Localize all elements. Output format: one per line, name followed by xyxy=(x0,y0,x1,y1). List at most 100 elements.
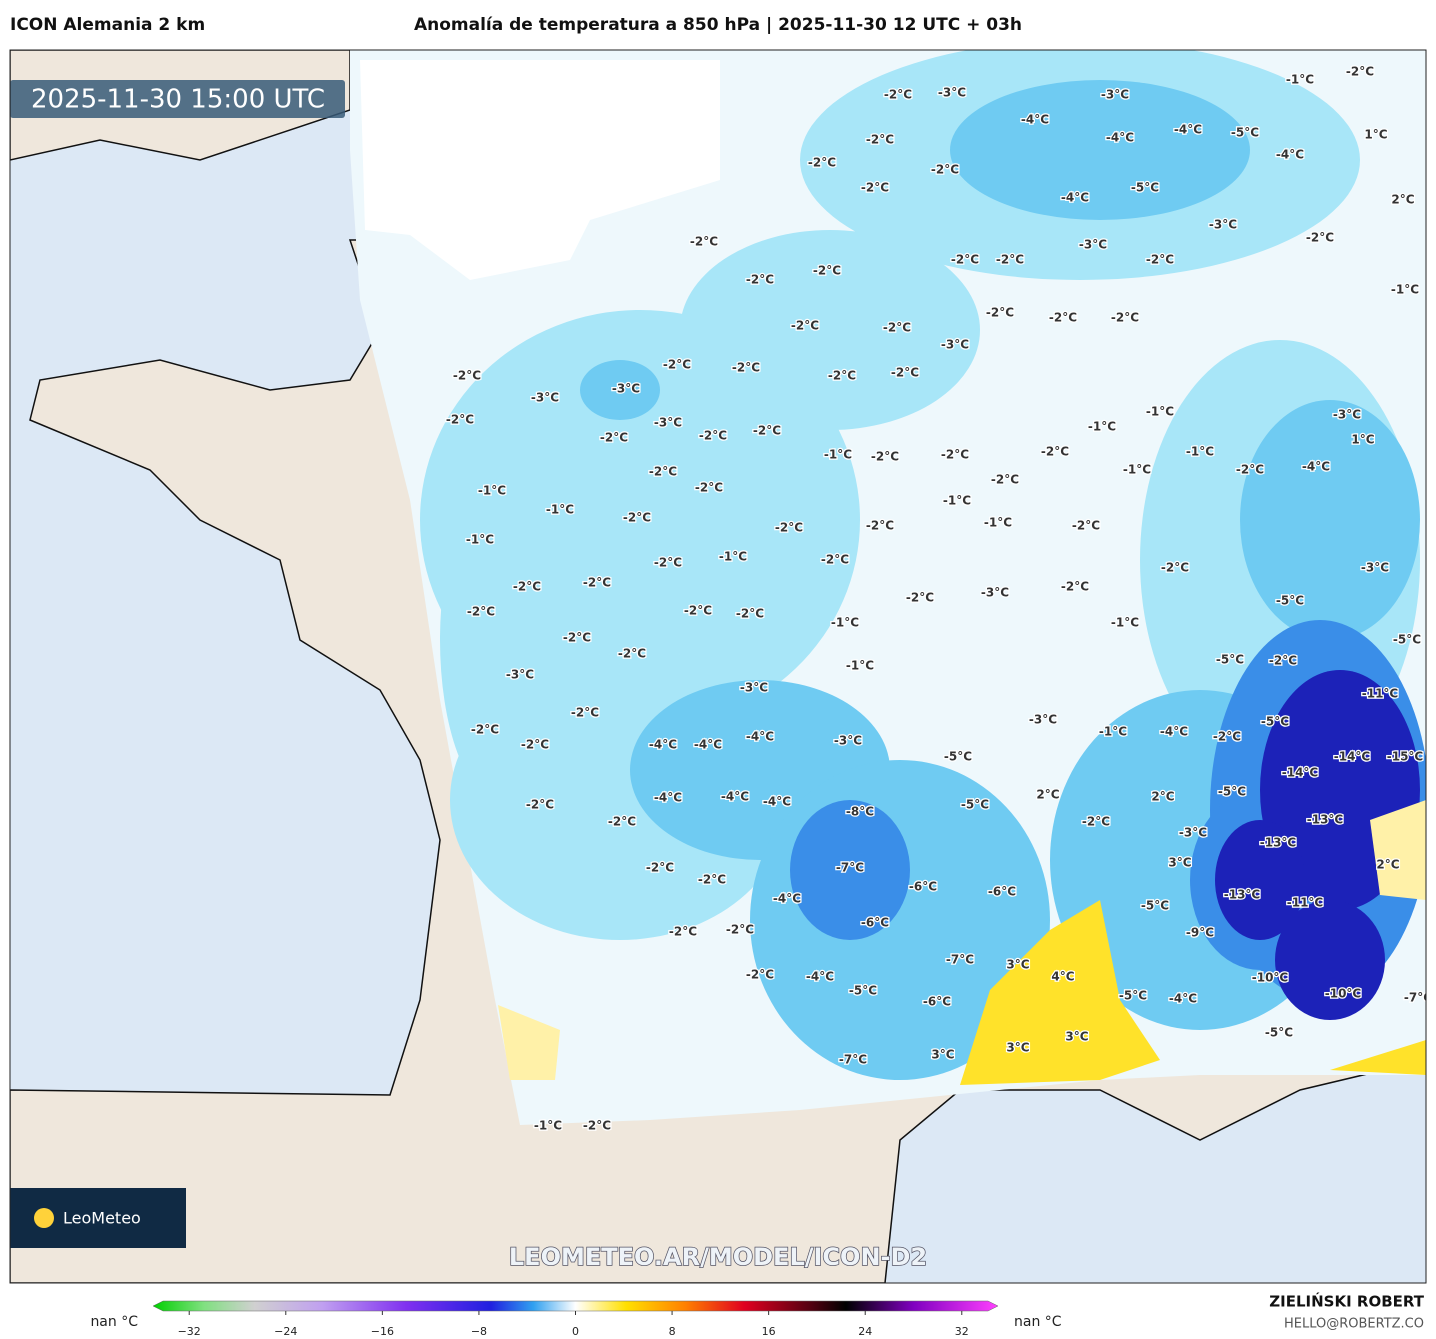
temperature-label: -1°C xyxy=(1391,283,1419,297)
temperature-label: -2°C xyxy=(986,306,1014,320)
temperature-label: -2°C xyxy=(690,235,718,249)
temperature-label: 2°C xyxy=(1391,193,1414,207)
temperature-label: 3°C xyxy=(1168,856,1191,870)
colorbar-tick-label: 16 xyxy=(762,1325,776,1338)
temperature-label: 3°C xyxy=(1065,1030,1088,1044)
temperature-label: -2°C xyxy=(1213,730,1241,744)
colorbar: −32 −24 −16 −8 0 8 16 24 32 xyxy=(152,1300,999,1338)
temperature-label: -5°C xyxy=(1276,594,1304,608)
temperature-label: -2°C xyxy=(563,631,591,645)
temperature-label: -2°C xyxy=(828,369,856,383)
temperature-label: -2°C xyxy=(684,604,712,618)
temperature-label: -4°C xyxy=(1021,113,1049,127)
timestamp-box xyxy=(10,80,345,118)
temperature-label: -2°C xyxy=(526,798,554,812)
temperature-label: -2°C xyxy=(695,481,723,495)
temperature-label: -7°C xyxy=(836,861,864,875)
timestamp: 2025-11-30 15:00 UTC xyxy=(31,85,325,115)
temperature-label: -3°C xyxy=(834,734,862,748)
temperature-label: -5°C xyxy=(1119,989,1147,1003)
temperature-label: -2°C xyxy=(1236,463,1264,477)
temperature-label: -2°C xyxy=(649,465,677,479)
temperature-label: -2°C xyxy=(991,473,1019,487)
temperature-label: -10°C xyxy=(1325,987,1362,1001)
temperature-label: -1°C xyxy=(824,448,852,462)
temperature-label: -2°C xyxy=(883,321,911,335)
temperature-label: -6°C xyxy=(861,916,889,930)
temperature-label: -2°C xyxy=(699,429,727,443)
temperature-label: -4°C xyxy=(763,795,791,809)
temperature-label: -2°C xyxy=(866,519,894,533)
temperature-label: -2°C xyxy=(1082,815,1110,829)
temperature-label: -6°C xyxy=(909,880,937,894)
anomaly-warm xyxy=(498,800,1426,1085)
temperature-label: -2°C xyxy=(736,607,764,621)
temperature-label: -3°C xyxy=(612,382,640,396)
temperature-label: -5°C xyxy=(1216,653,1244,667)
temperature-label: -11°C xyxy=(1287,896,1324,910)
temperature-label: -2°C xyxy=(698,873,726,887)
logo: LeoMeteo xyxy=(63,1209,141,1228)
temperature-label: -2°C xyxy=(861,181,889,195)
temperature-label: -13°C xyxy=(1260,836,1297,850)
temperature-label: -1°C xyxy=(984,516,1012,530)
temperature-label: 1°C xyxy=(1364,128,1387,142)
temperature-label: -3°C xyxy=(1101,88,1129,102)
temperature-label: -4°C xyxy=(806,970,834,984)
temperature-label: -3°C xyxy=(531,391,559,405)
temperature-label: -2°C xyxy=(808,156,836,170)
temperature-label: -2°C xyxy=(608,815,636,829)
temperature-label: -3°C xyxy=(941,338,969,352)
temperature-label: -1°C xyxy=(831,616,859,630)
temperature-label: -3°C xyxy=(981,586,1009,600)
temperature-label: -2°C xyxy=(583,1119,611,1133)
temperature-label: -2°C xyxy=(453,369,481,383)
temperature-label: 3°C xyxy=(931,1048,954,1062)
temperature-label: -3°C xyxy=(1333,408,1361,422)
temperature-labels: -1°C -2°C -2°C -3°C -3°C -4°C -4°C -4°C -5°C 1°C -… xyxy=(445,63,1426,1134)
colorbar-tick-label: −32 xyxy=(178,1325,201,1338)
temperature-label: -2°C xyxy=(726,923,754,937)
temperature-label: -2°C xyxy=(732,361,760,375)
temperature-label: -4°C xyxy=(694,738,722,752)
temperature-label: 4°C xyxy=(1051,970,1074,984)
watermark: LEOMETEO.AR/MODEL/ICON-D2 xyxy=(509,1243,927,1271)
temperature-label: -2°C xyxy=(446,413,474,427)
temperature-label: -6°C xyxy=(923,995,951,1009)
temperature-label: -2°C xyxy=(746,273,774,287)
temperature-label: -2°C xyxy=(1269,654,1297,668)
temperature-label: -1°C xyxy=(943,494,971,508)
temperature-label: -2°C xyxy=(1146,253,1174,267)
temperature-label: -2°C xyxy=(791,319,819,333)
logo-sun xyxy=(34,1208,54,1228)
author: ZIELIŃSKI ROBERT xyxy=(1269,1292,1424,1311)
temperature-label: -5°C xyxy=(944,750,972,764)
temperature-label: -3°C xyxy=(1361,561,1389,575)
temperature-label: -1°C xyxy=(719,550,747,564)
colorbar-tick-label: 0 xyxy=(572,1325,579,1338)
temperature-label: -13°C xyxy=(1224,888,1261,902)
temperature-label: -7°C xyxy=(839,1053,867,1067)
temperature-label: -5°C xyxy=(1265,1026,1293,1040)
temperature-label: -2°C xyxy=(646,861,674,875)
temperature-label: -4°C xyxy=(1174,123,1202,137)
temperature-label: -2°C xyxy=(669,925,697,939)
temperature-label: -1°C xyxy=(546,503,574,517)
temperature-label: -2°C xyxy=(471,723,499,737)
temperature-label: -2°C xyxy=(1049,311,1077,325)
temperature-label: -5°C xyxy=(1141,899,1169,913)
temperature-label: -7°C xyxy=(946,953,974,967)
temperature-label: -1°C xyxy=(1146,405,1174,419)
temperature-label: -4°C xyxy=(721,790,749,804)
colorbar-right-label: nan °C xyxy=(1014,1314,1062,1330)
temperature-label: -4°C xyxy=(654,791,682,805)
temperature-label: -3°C xyxy=(1029,713,1057,727)
temperature-label: -2°C xyxy=(1072,519,1100,533)
temperature-label: -3°C xyxy=(506,668,534,682)
temperature-label: 2°C xyxy=(1376,858,1399,872)
temperature-label: -2°C xyxy=(775,521,803,535)
temperature-label: -4°C xyxy=(1302,460,1330,474)
temperature-label: -3°C xyxy=(654,416,682,430)
email: HELLO@ROBERTZ.CO xyxy=(1284,1317,1424,1332)
